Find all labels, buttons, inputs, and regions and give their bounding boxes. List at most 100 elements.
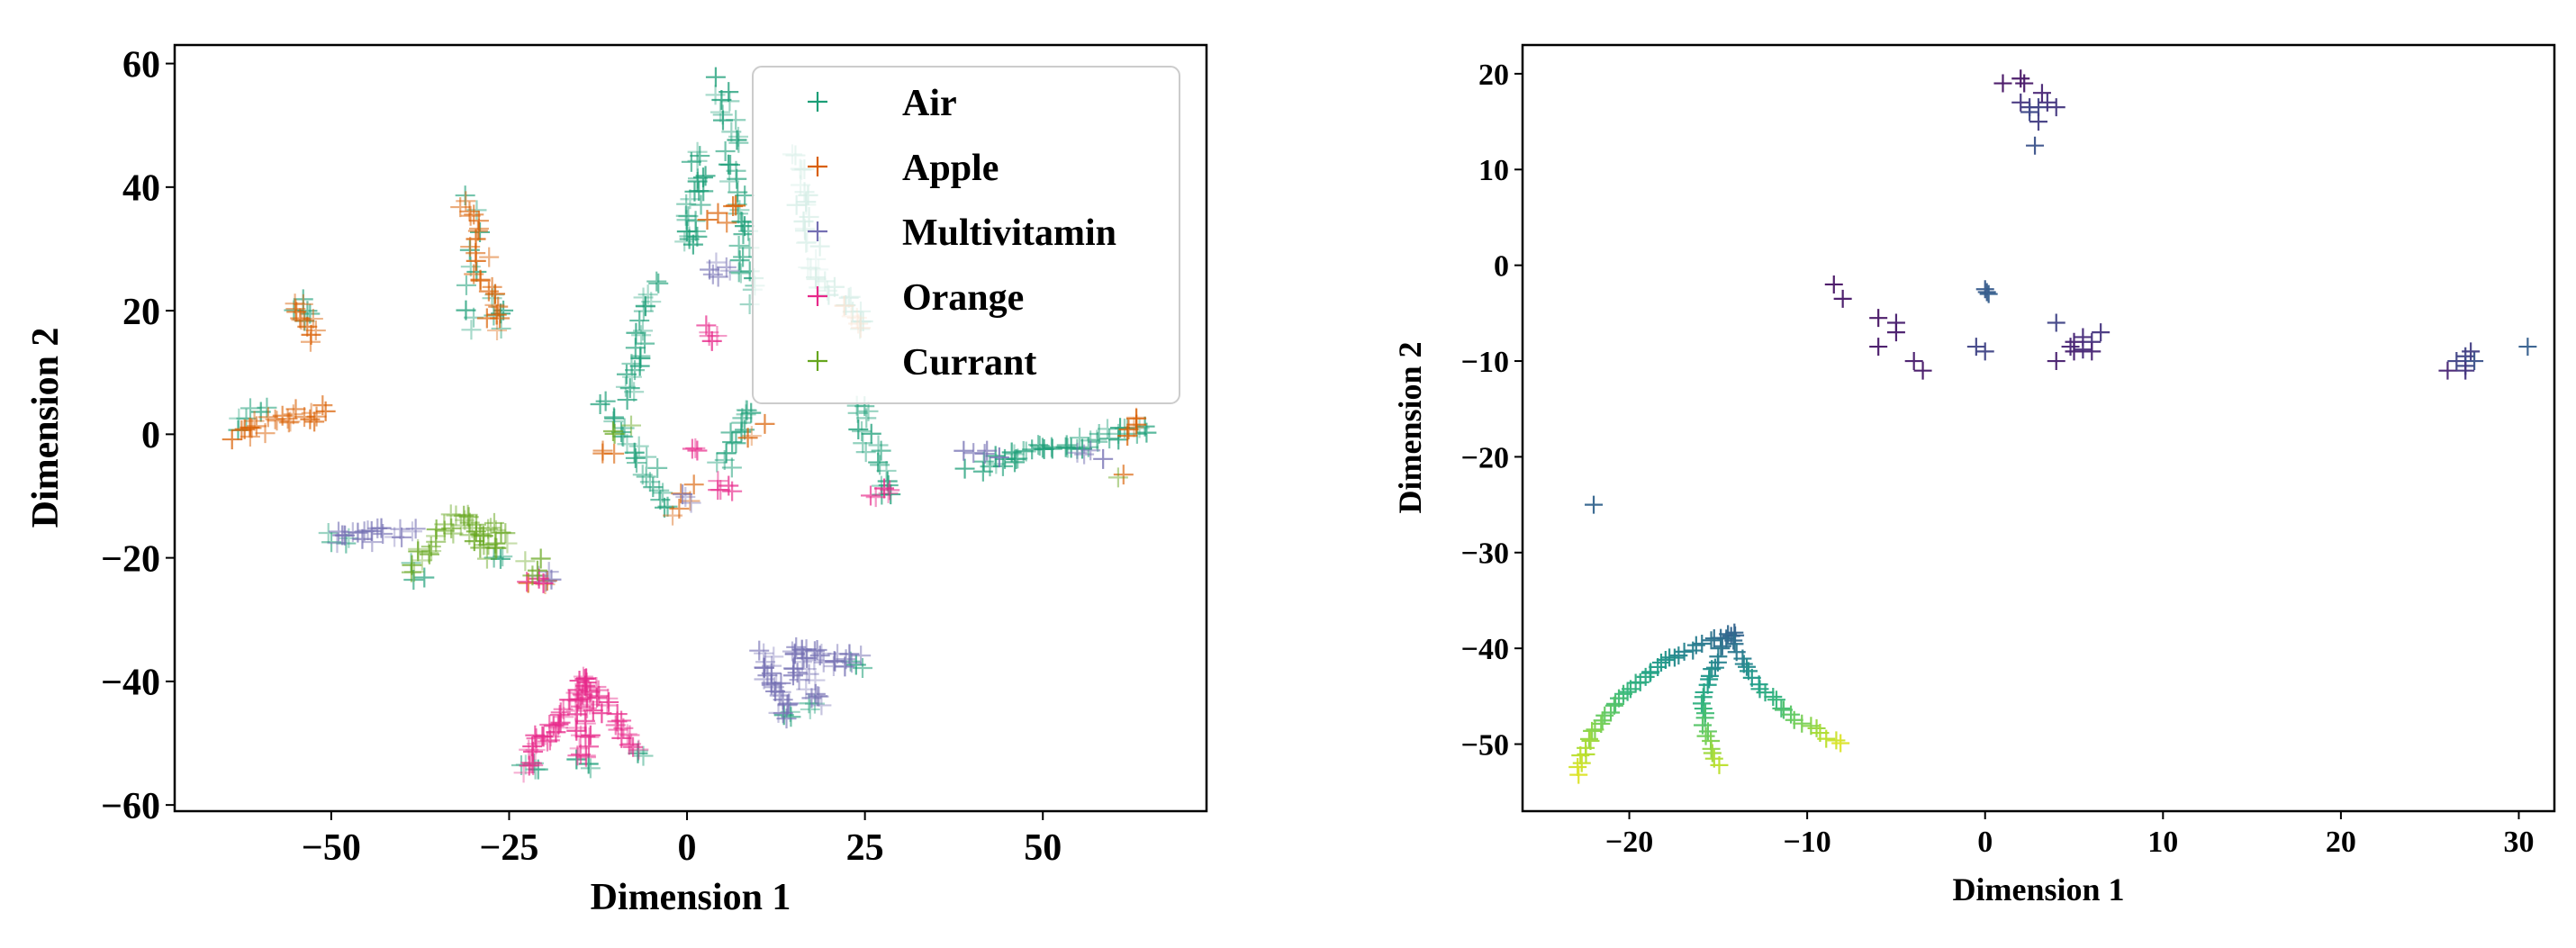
data-point bbox=[470, 270, 491, 291]
data-point bbox=[1785, 710, 1803, 729]
chart-left-plot-frame bbox=[173, 43, 1208, 813]
y-tick-label: −60 bbox=[101, 786, 160, 827]
data-point bbox=[467, 221, 488, 241]
data-point bbox=[735, 216, 755, 237]
x-tick-label: 10 bbox=[2147, 826, 2178, 859]
y-tick-label: −20 bbox=[1461, 441, 1509, 474]
data-point bbox=[1827, 731, 1846, 750]
data-point bbox=[446, 505, 466, 526]
data-point bbox=[1904, 352, 1923, 371]
data-point bbox=[627, 453, 647, 474]
data-point bbox=[2032, 84, 2051, 103]
data-point bbox=[617, 390, 637, 411]
data-point bbox=[1993, 74, 2012, 93]
data-point bbox=[633, 301, 654, 321]
data-point bbox=[1966, 338, 1985, 357]
data-point bbox=[568, 689, 589, 709]
data-point bbox=[1772, 699, 1791, 718]
data-point bbox=[726, 433, 746, 454]
data-point bbox=[635, 333, 655, 354]
data-point bbox=[565, 700, 586, 721]
data-point bbox=[315, 401, 336, 421]
trajectory-arc bbox=[1693, 626, 1745, 774]
data-point bbox=[1696, 727, 1715, 745]
x-tick-label: −10 bbox=[1783, 826, 1830, 859]
data-point bbox=[678, 206, 699, 227]
data-point bbox=[712, 110, 733, 131]
data-point bbox=[852, 420, 872, 441]
data-point bbox=[598, 688, 619, 709]
data-point bbox=[615, 376, 636, 397]
data-point bbox=[1118, 419, 1139, 439]
x-tick-label: 20 bbox=[2326, 826, 2356, 859]
data-point bbox=[732, 408, 753, 429]
data-point bbox=[2065, 342, 2083, 361]
data-point bbox=[2438, 361, 2457, 380]
data-point bbox=[721, 122, 742, 142]
data-point bbox=[702, 264, 723, 284]
data-point bbox=[835, 656, 855, 677]
data-point bbox=[708, 266, 728, 287]
data-point bbox=[874, 478, 895, 499]
data-point bbox=[707, 452, 728, 473]
data-point bbox=[711, 89, 732, 110]
data-point bbox=[373, 524, 393, 545]
data-point bbox=[569, 738, 590, 759]
data-point bbox=[749, 640, 770, 661]
data-point bbox=[687, 440, 708, 461]
data-point bbox=[629, 311, 650, 331]
data-point bbox=[633, 287, 654, 308]
data-point bbox=[1070, 428, 1090, 448]
data-point bbox=[318, 522, 339, 543]
data-point bbox=[522, 736, 543, 757]
chart-right-y-axis-label: Dimension 2 bbox=[1392, 341, 1428, 513]
data-point bbox=[727, 130, 747, 150]
data-point bbox=[554, 707, 574, 727]
data-point bbox=[579, 727, 600, 747]
data-point bbox=[1013, 441, 1034, 462]
data-point bbox=[841, 653, 862, 673]
legend-marker bbox=[808, 157, 827, 176]
y-tick-label: −30 bbox=[1461, 537, 1509, 571]
data-point bbox=[682, 234, 703, 255]
data-point bbox=[570, 744, 591, 764]
data-point bbox=[336, 533, 357, 554]
data-point bbox=[1113, 465, 1134, 485]
data-point bbox=[685, 438, 706, 458]
x-tick-label: 0 bbox=[1977, 826, 1993, 859]
data-point bbox=[481, 518, 502, 538]
data-point bbox=[710, 480, 731, 501]
series-orange bbox=[513, 315, 900, 783]
data-point bbox=[620, 415, 641, 436]
data-point bbox=[597, 695, 618, 716]
data-point bbox=[776, 709, 797, 729]
data-point bbox=[861, 423, 881, 444]
data-point bbox=[722, 432, 743, 453]
data-point bbox=[236, 408, 257, 429]
data-point bbox=[764, 677, 784, 698]
data-point bbox=[2011, 93, 2030, 112]
data-point bbox=[799, 664, 819, 684]
data-point bbox=[479, 247, 500, 267]
data-point bbox=[1979, 284, 1998, 303]
data-point bbox=[486, 537, 507, 558]
data-point bbox=[1656, 651, 1675, 670]
data-point bbox=[371, 518, 392, 538]
chart-left-y-ticks: −60 −40 −20 0 20 40 60 bbox=[101, 44, 175, 827]
data-point bbox=[546, 722, 566, 743]
data-point bbox=[537, 731, 557, 752]
data-point bbox=[255, 423, 276, 444]
data-point bbox=[580, 725, 601, 745]
data-point bbox=[989, 447, 1009, 468]
data-point bbox=[1124, 417, 1144, 438]
data-point bbox=[306, 406, 327, 427]
data-point bbox=[1606, 694, 1625, 713]
data-point bbox=[490, 548, 511, 569]
data-point bbox=[2456, 361, 2475, 380]
chart-right-x-ticks: −20 −10 0 10 20 30 bbox=[1605, 811, 2534, 859]
data-point bbox=[462, 518, 483, 538]
data-point bbox=[1684, 641, 1703, 660]
data-point bbox=[1712, 639, 1731, 658]
data-point bbox=[460, 205, 481, 226]
data-point bbox=[1774, 700, 1793, 719]
